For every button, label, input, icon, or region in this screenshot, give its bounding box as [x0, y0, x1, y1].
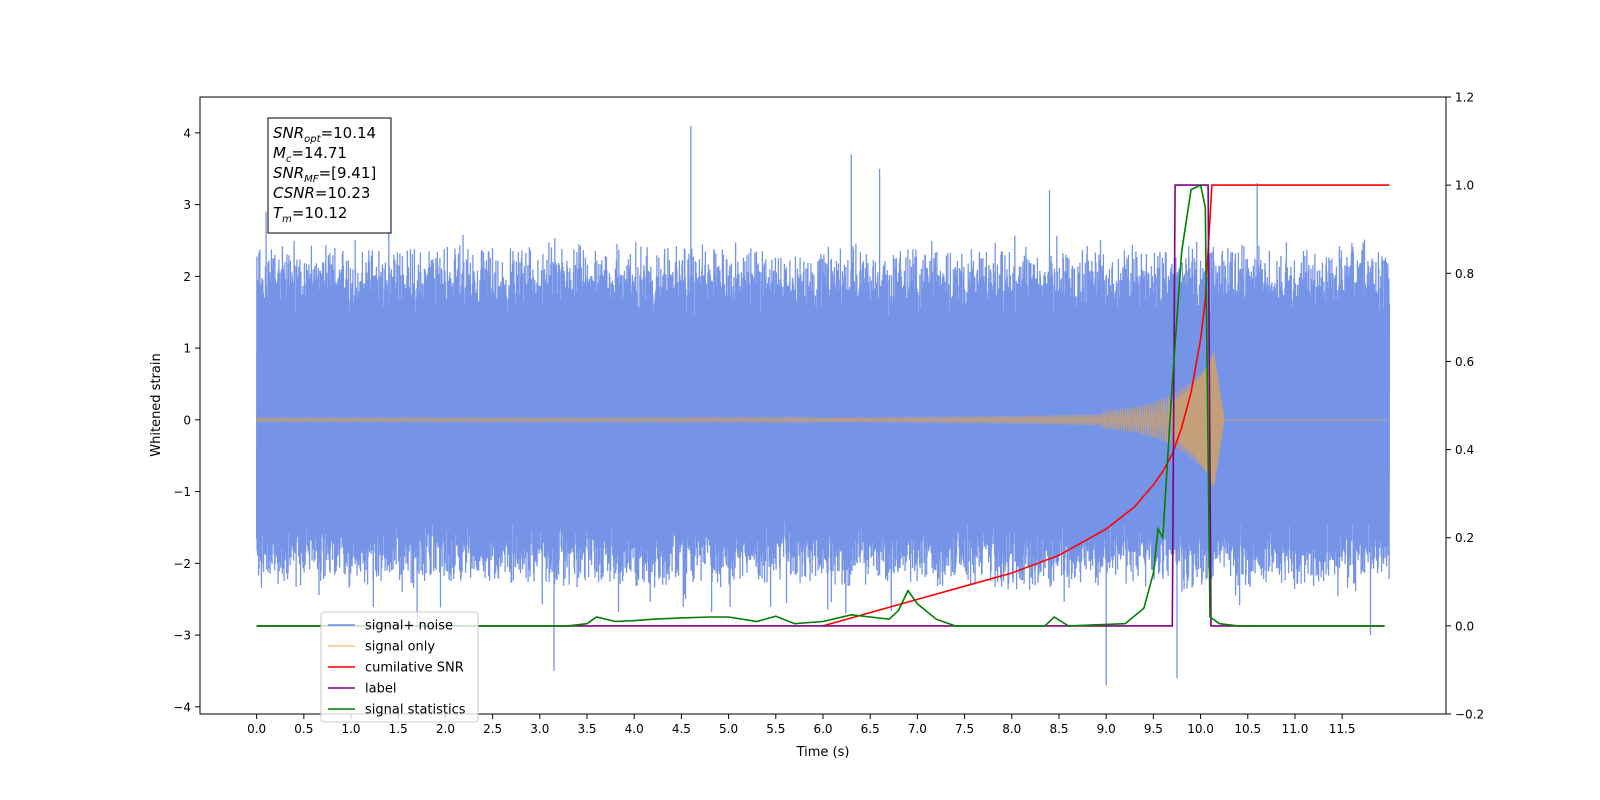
y-tick-label-left: −2: [173, 557, 191, 571]
y-tick-label-right: −0.2: [1455, 708, 1484, 722]
x-tick-label: 4.0: [625, 722, 644, 736]
y-tick-label-right: 0.6: [1455, 355, 1474, 369]
annotation-line: SNRMF=[9.41]: [273, 164, 376, 185]
y-tick-label-right: 1.0: [1455, 179, 1474, 193]
legend-entry: signal statistics: [328, 703, 466, 718]
y-tick-label-right: 1.2: [1455, 91, 1474, 105]
legend-label: signal statistics: [365, 703, 466, 718]
x-tick-label: 1.5: [389, 722, 408, 736]
x-tick-label: 2.0: [436, 722, 455, 736]
legend-entry: cumilative SNR: [328, 661, 464, 676]
annotation-line: Tm=10.12: [273, 204, 347, 225]
y-tick-label-left: 1: [183, 342, 191, 356]
legend-entry: signal only: [328, 640, 435, 655]
x-tick-label: 2.5: [483, 722, 502, 736]
x-axis-label: Time (s): [796, 745, 850, 760]
series-signal-statistics: [256, 183, 1385, 627]
y-tick-label-right: 0.2: [1455, 531, 1474, 545]
x-tick-label: 10.5: [1234, 722, 1261, 736]
x-tick-label: 7.5: [955, 722, 974, 736]
y-tick-label-left: 0: [183, 413, 191, 427]
x-tick-label: 0.5: [294, 722, 313, 736]
annotation-line: Mc=14.71: [273, 144, 347, 165]
series-signal-only: [256, 351, 1389, 489]
x-tick-label: 8.0: [1002, 722, 1021, 736]
x-tick-label: 6.5: [861, 722, 880, 736]
x-tick-label: 9.5: [1144, 722, 1163, 736]
y-tick-label-left: 4: [183, 126, 191, 140]
x-tick-label: 8.5: [1049, 722, 1068, 736]
legend-label: cumilative SNR: [365, 661, 464, 676]
annotation-line: CSNR=10.23: [273, 184, 370, 202]
annotation-line: SNRopt=10.14: [273, 124, 376, 145]
legend-entry: signal+ noise: [328, 619, 453, 634]
y-tick-label-left: −4: [173, 700, 191, 714]
legend-label: label: [365, 682, 396, 697]
y-tick-label-left: 3: [183, 198, 191, 212]
legend-entry: label: [328, 682, 396, 697]
x-tick-label: 11.5: [1329, 722, 1356, 736]
series-line: [822, 184, 1390, 627]
y-tick-label-left: −1: [173, 485, 191, 499]
x-tick-label: 10.0: [1187, 722, 1214, 736]
chirp-merger: [1171, 351, 1224, 489]
y-tick-label-right: 0.8: [1455, 267, 1474, 281]
y-tick-label-left: 2: [183, 270, 191, 284]
legend-label: signal only: [365, 640, 435, 655]
x-tick-label: 5.0: [719, 722, 738, 736]
x-tick-label: 6.0: [813, 722, 832, 736]
x-tick-label: 4.5: [672, 722, 691, 736]
x-tick-label: 9.0: [1097, 722, 1116, 736]
series-cumilative-snr: [822, 184, 1390, 627]
x-tick-label: 7.0: [908, 722, 927, 736]
y-axis-label-left: Whitened strain: [149, 353, 164, 456]
series-line: [256, 183, 1385, 627]
annotation-box: SNRopt=10.14Mc=14.71SNRMF=[9.41]CSNR=10.…: [267, 117, 392, 234]
y-tick-label-right: 0.4: [1455, 443, 1474, 457]
x-tick-label: 11.0: [1282, 722, 1309, 736]
legend: signal+ noise signal only cumilative SNR la…: [320, 611, 479, 723]
y-tick-label-right: 0.0: [1455, 619, 1474, 633]
legend-label: signal+ noise: [365, 619, 453, 634]
y-tick-label-left: −3: [173, 629, 191, 643]
x-tick-label: 3.5: [577, 722, 596, 736]
x-tick-label: 5.5: [766, 722, 785, 736]
x-tick-label: 3.0: [530, 722, 549, 736]
x-tick-label: 0.0: [247, 722, 266, 736]
x-tick-label: 1.0: [341, 722, 360, 736]
